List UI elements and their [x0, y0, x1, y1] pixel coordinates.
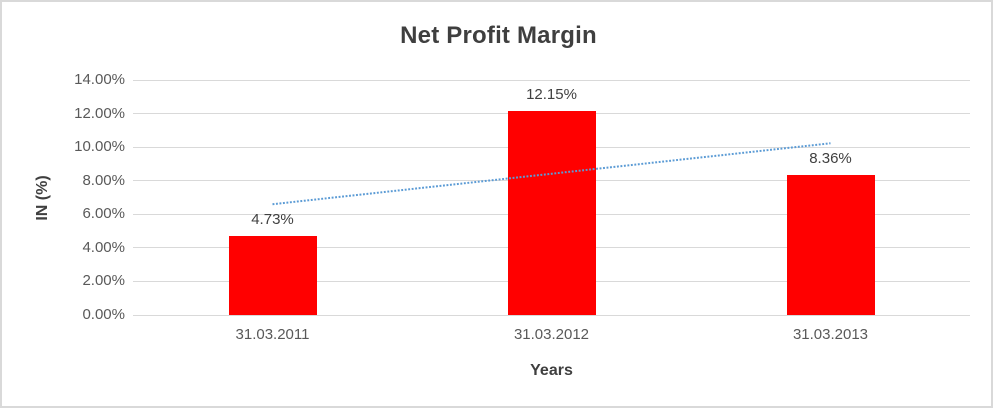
- trendline: [272, 142, 831, 206]
- data-label: 12.15%: [526, 86, 577, 104]
- x-tick-label: 31.03.2013: [792, 326, 869, 343]
- y-tick-label: 8.00%: [82, 171, 125, 189]
- gridline: [133, 314, 970, 316]
- x-axis-tick-labels: 31.03.2011 31.03.2012 31.03.2013: [133, 326, 970, 346]
- x-tick-label: 31.03.2011: [235, 326, 310, 343]
- y-tick-label: 4.00%: [82, 238, 125, 256]
- bar-31.03.2012: [507, 111, 596, 315]
- data-label: 4.73%: [251, 210, 294, 228]
- y-axis-tick-labels: 0.00% 2.00% 4.00% 6.00% 8.00% 10.00% 12.00% 14.…: [2, 71, 125, 323]
- x-axis-title: Years: [530, 362, 573, 379]
- bar-31.03.2013: [786, 174, 875, 315]
- gridline: [133, 79, 970, 81]
- data-label: 8.36%: [809, 149, 852, 167]
- y-tick-label: 2.00%: [82, 272, 125, 290]
- bar-31.03.2011: [228, 235, 317, 315]
- x-tick-label: 31.03.2012: [513, 326, 590, 343]
- y-tick-label: 6.00%: [82, 205, 125, 223]
- trendline-path: [272, 142, 831, 206]
- y-tick-label: 12.00%: [74, 104, 125, 122]
- y-tick-label: 0.00%: [82, 306, 125, 323]
- y-tick-label: 14.00%: [74, 71, 125, 88]
- chart-title: Net Profit Margin: [400, 22, 597, 49]
- y-tick-label: 10.00%: [74, 138, 125, 156]
- plot-area: 4.73% 12.15% 8.36%: [133, 79, 970, 316]
